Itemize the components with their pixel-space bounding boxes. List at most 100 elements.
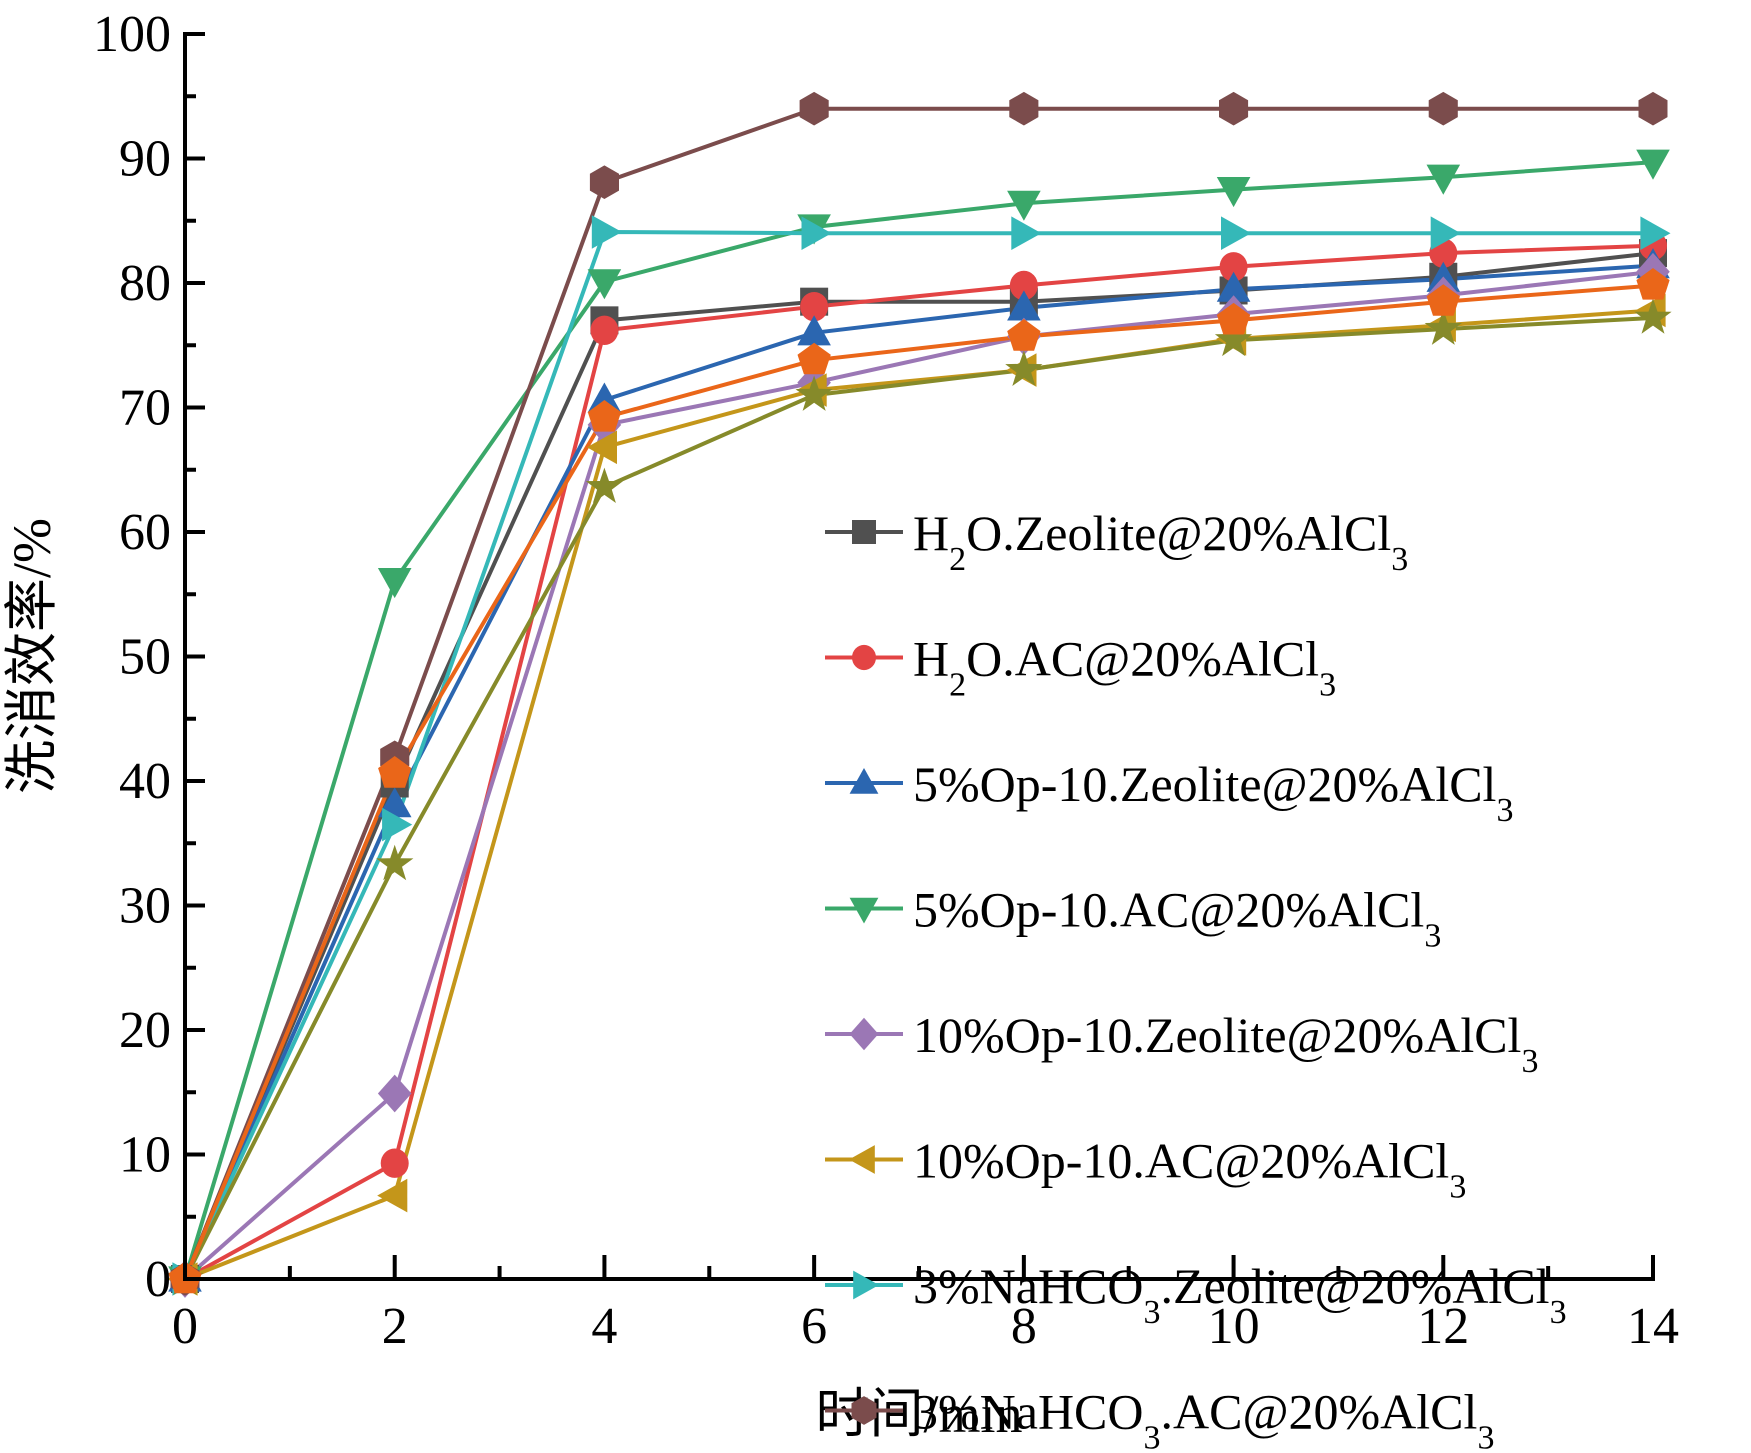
x-tick-label: 12 (1417, 1298, 1469, 1355)
legend-label-subscript: 3 (1144, 1294, 1161, 1331)
legend-label-text: 3%NaHCO (913, 1258, 1144, 1314)
data-point-triangle-right-marker (1430, 216, 1461, 250)
data-point-pentagon-marker (587, 400, 622, 432)
data-point-triangle-down-marker (1216, 177, 1251, 208)
y-tick-label: 100 (93, 6, 171, 63)
legend-label-text: .Zeolite@20%AlCl (1161, 1258, 1550, 1314)
x-tick-label: 0 (172, 1298, 198, 1355)
legend-square-marker (852, 520, 876, 544)
data-point-triangle-down-marker (587, 269, 622, 300)
x-tick-label: 14 (1627, 1298, 1679, 1355)
legend-item: H2O.AC@20%AlCl3 (825, 631, 1336, 704)
data-point-triangle-right-marker (1640, 216, 1671, 250)
series-line-2 (183, 263, 1654, 1280)
data-point-triangle-down-marker (1636, 149, 1670, 180)
series-points-1 (171, 230, 1667, 1294)
legend-label-subscript: 3 (1496, 792, 1513, 829)
y-tick-label: 30 (119, 878, 171, 935)
data-point-circle-marker (590, 315, 619, 346)
legend-item: 5%Op-10.Zeolite@20%AlCl3 (825, 756, 1513, 829)
data-point-triangle-right-marker (591, 215, 622, 249)
legend-label-text: O.Zeolite@20%AlCl (966, 505, 1391, 561)
axes (183, 32, 1655, 1281)
data-point-star-marker (1634, 298, 1672, 334)
legend-label-text: H (913, 631, 949, 687)
data-point-triangle-down-marker (1426, 164, 1461, 195)
legend-label-subscript: 2 (949, 667, 966, 704)
data-point-triangle-left-marker (586, 430, 617, 465)
series-line-6 (183, 230, 1653, 1280)
data-point-circle-marker (1219, 252, 1248, 282)
data-point-triangle-down-marker (377, 568, 412, 599)
legend-label-subscript: 3 (1319, 667, 1336, 704)
data-point-triangle-up-marker (377, 787, 412, 818)
x-tick-label: 4 (591, 1298, 617, 1355)
data-point-star-marker (1424, 309, 1462, 345)
legend-label-text: 10%Op-10.Zeolite@20%AlCl (913, 1007, 1521, 1063)
y-tick-label: 10 (119, 1127, 171, 1184)
series-line-7 (183, 106, 1653, 1280)
data-point-triangle-up-marker (587, 382, 622, 413)
legend-item: 10%Op-10.Zeolite@20%AlCl3 (825, 1007, 1538, 1080)
data-point-circle-marker (800, 291, 829, 322)
series-lines (183, 106, 1654, 1281)
legend-item: 10%Op-10.AC@20%AlCl3 (825, 1133, 1466, 1206)
legend-label-subscript: 3 (1424, 918, 1441, 955)
x-axis-title: 时间/min (815, 1384, 1022, 1444)
legend-label: 5%Op-10.AC@20%AlCl3 (913, 882, 1441, 955)
series-line-8 (183, 315, 1654, 1280)
y-tick-label: 90 (119, 131, 171, 188)
legend-triangle-right-marker (853, 1270, 879, 1300)
legend-label-text: O.AC@20%AlCl (966, 631, 1319, 687)
y-tick-label: 60 (119, 504, 171, 561)
legend-label: H2O.Zeolite@20%AlCl3 (913, 505, 1408, 578)
data-point-pentagon-marker (797, 342, 831, 375)
legend-label-subscript: 2 (949, 541, 966, 578)
series-markers (166, 91, 1672, 1298)
legend-item: H2O.Zeolite@20%AlCl3 (825, 505, 1408, 578)
legend-hexagon-marker (851, 1396, 877, 1425)
legend-label-text: H (913, 505, 949, 561)
legend: H2O.Zeolite@20%AlCl3H2O.AC@20%AlCl35%Op-… (825, 505, 1567, 1453)
data-point-triangle-right-marker (382, 807, 413, 842)
data-point-triangle-right-marker (801, 216, 832, 250)
legend-item: 3%NaHCO3.Zeolite@20%AlCl3 (825, 1258, 1567, 1331)
legend-label-text: 3%NaHCO (913, 1384, 1144, 1440)
y-tick-label: 50 (119, 629, 171, 686)
legend-label-text: 5%Op-10.AC@20%AlCl (913, 882, 1424, 938)
legend-label-subscript: 3 (1391, 541, 1408, 578)
data-point-hexagon-marker (1428, 91, 1458, 126)
y-axis-title: 洗消效率/% (2, 518, 62, 794)
legend-label: 3%NaHCO3.Zeolite@20%AlCl3 (913, 1258, 1567, 1331)
legend-label-subscript: 3 (1550, 1294, 1567, 1331)
series-line-5 (184, 308, 1654, 1281)
data-point-triangle-right-marker (1011, 216, 1042, 250)
data-point-triangle-left-marker (377, 1178, 408, 1213)
data-point-star-marker (1005, 350, 1043, 386)
data-point-pentagon-marker (1426, 284, 1460, 316)
data-point-triangle-right-marker (1221, 216, 1252, 250)
series-line-9 (183, 283, 1654, 1280)
legend-triangle-up-marker (849, 768, 879, 794)
data-point-hexagon-marker (1219, 91, 1249, 126)
x-tick-label: 6 (801, 1298, 827, 1355)
data-point-hexagon-marker (589, 165, 619, 199)
y-tick-label: 40 (119, 753, 171, 810)
legend-circle-marker (852, 644, 876, 671)
data-point-hexagon-marker (799, 91, 829, 126)
data-point-hexagon-marker (1009, 91, 1039, 126)
data-point-star-marker (585, 467, 624, 503)
legend-label-subscript: 3 (1477, 1420, 1494, 1453)
y-tick-label: 70 (119, 380, 171, 437)
series-line-4 (183, 269, 1654, 1281)
series-line-1 (184, 243, 1654, 1281)
legend-label: 5%Op-10.Zeolite@20%AlCl3 (913, 756, 1513, 829)
data-point-hexagon-marker (1638, 91, 1668, 126)
data-point-pentagon-marker (1007, 319, 1041, 351)
legend-label: 3%NaHCO3.AC@20%AlCl3 (913, 1384, 1494, 1453)
data-point-pentagon-marker (1216, 302, 1251, 335)
legend-label-subscript: 3 (1449, 1169, 1466, 1206)
data-point-diamond-marker (377, 1074, 412, 1113)
legend-triangle-left-marker (849, 1145, 875, 1174)
data-point-triangle-down-marker (1007, 190, 1041, 221)
